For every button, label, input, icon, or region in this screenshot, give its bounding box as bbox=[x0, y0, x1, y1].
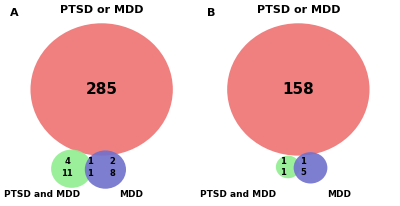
Text: 1: 1 bbox=[280, 168, 286, 177]
Text: 158: 158 bbox=[282, 82, 314, 97]
Circle shape bbox=[85, 150, 126, 189]
Text: 1: 1 bbox=[300, 157, 306, 166]
Circle shape bbox=[51, 150, 92, 188]
Text: 4: 4 bbox=[64, 157, 70, 166]
Text: 8: 8 bbox=[109, 169, 115, 178]
Text: 1: 1 bbox=[86, 157, 92, 166]
Text: MDD: MDD bbox=[328, 191, 352, 199]
Circle shape bbox=[294, 152, 327, 184]
Text: 2: 2 bbox=[109, 157, 115, 166]
Text: 5: 5 bbox=[300, 168, 306, 177]
Text: PTSD and MDD: PTSD and MDD bbox=[4, 191, 80, 199]
Text: 1: 1 bbox=[86, 169, 92, 178]
Text: 11: 11 bbox=[61, 169, 73, 178]
Text: 1: 1 bbox=[280, 157, 286, 166]
Text: PTSD or MDD: PTSD or MDD bbox=[60, 5, 144, 15]
Text: MDD: MDD bbox=[119, 191, 143, 199]
Text: PTSD and MDD: PTSD and MDD bbox=[200, 191, 276, 199]
Circle shape bbox=[276, 156, 300, 178]
Text: A: A bbox=[10, 8, 18, 18]
Text: PTSD or MDD: PTSD or MDD bbox=[256, 5, 340, 15]
Circle shape bbox=[30, 23, 173, 156]
Circle shape bbox=[227, 23, 370, 156]
Text: B: B bbox=[206, 8, 215, 18]
Text: 285: 285 bbox=[86, 82, 118, 97]
